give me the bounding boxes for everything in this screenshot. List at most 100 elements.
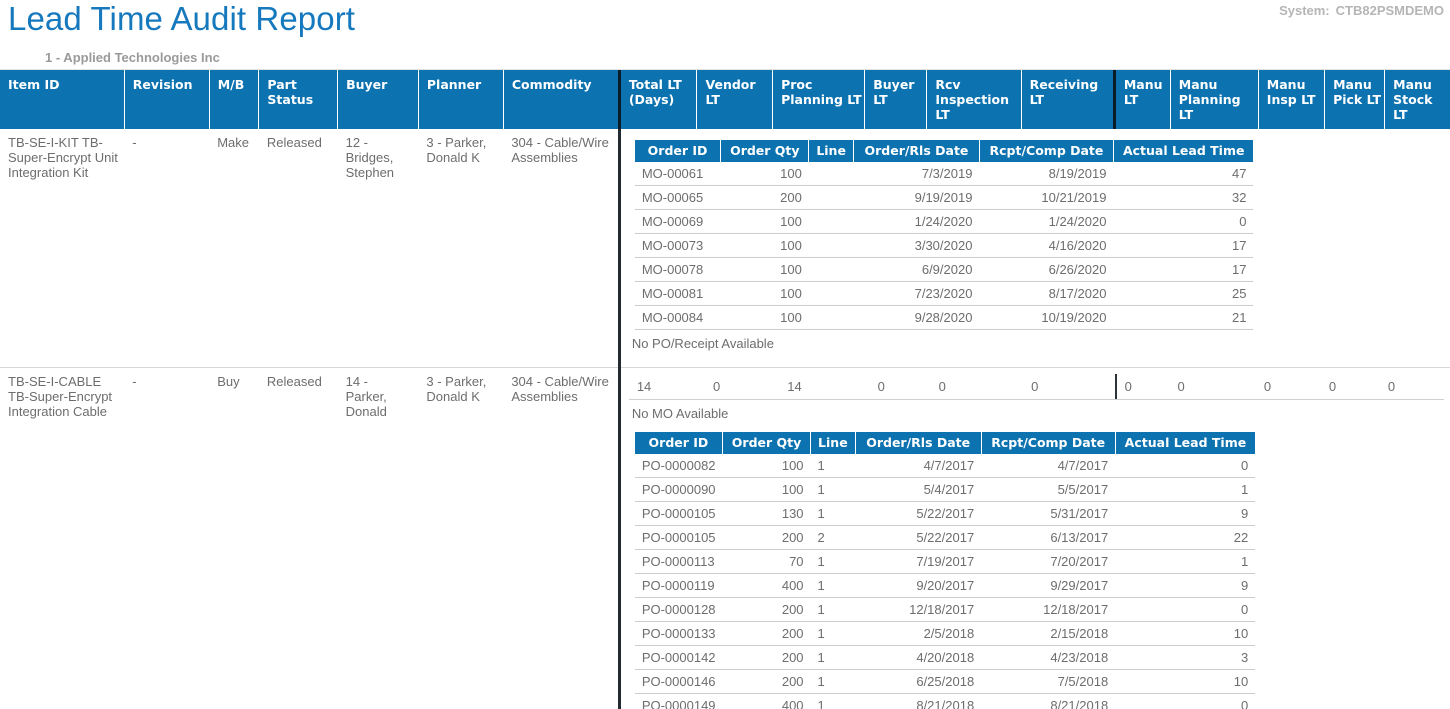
- column-header-part-status[interactable]: Part Status: [258, 70, 339, 129]
- cell-rcpt-date: 1/24/2020: [979, 209, 1114, 234]
- cell-rcpt-date: 7/20/2017: [981, 549, 1116, 574]
- cell-rcpt-date: 8/21/2018: [981, 693, 1116, 709]
- inner-column-header-order-rls-date[interactable]: Order/Rls Date: [853, 140, 980, 162]
- inner-column-header-order-id[interactable]: Order ID: [634, 140, 722, 162]
- column-header-manu-pick-lt[interactable]: Manu Pick LT: [1324, 70, 1386, 129]
- cell-rcpt-date: 10/19/2020: [979, 305, 1114, 330]
- column-header-planner[interactable]: Planner: [418, 70, 504, 129]
- cell-order-id: MO-00073: [634, 233, 721, 258]
- item-row[interactable]: TB-SE-I-KIT TB-Super-Encrypt Unit Integr…: [0, 129, 1450, 368]
- cell-line: 1: [810, 693, 856, 709]
- table-row[interactable]: PO-0000119 400 1 9/20/2017 9/29/2017 9: [634, 573, 1256, 598]
- column-header-rcv-inspection-lt[interactable]: Rcv Inspection LT: [926, 70, 1022, 129]
- cell-order-id: PO-0000119: [634, 573, 723, 598]
- inner-column-header-actual-lead-time[interactable]: Actual Lead Time: [1113, 140, 1254, 162]
- lt-value-7: 0: [1177, 379, 1185, 394]
- report-banner: Lead Time Audit Report 1 - Applied Techn…: [0, 0, 1450, 70]
- inner-column-header-order-qty[interactable]: Order Qty: [722, 432, 812, 454]
- cell-order-id: MO-00081: [634, 281, 721, 306]
- column-header-proc-planning-lt[interactable]: Proc Planning LT: [772, 70, 866, 129]
- cell-order-date: 7/19/2017: [855, 549, 982, 574]
- inner-column-header-line[interactable]: Line: [808, 140, 854, 162]
- column-header-revision[interactable]: Revision: [124, 70, 210, 129]
- lt-value-0: 14: [636, 379, 652, 394]
- cell-qty: 100: [720, 305, 809, 330]
- lt-value-1: 0: [713, 379, 721, 394]
- cell-qty: 400: [722, 693, 811, 709]
- cell-buyer: 12 - Bridges, Stephen: [337, 129, 419, 368]
- po-table-wrapper: Order ID Order Qty Line Order/Rls Date Rcpt/…: [629, 427, 1444, 709]
- column-header-manu-stock-lt[interactable]: Manu Stock LT: [1384, 70, 1450, 129]
- column-header-commodity[interactable]: Commodity: [503, 70, 620, 129]
- table-row[interactable]: MO-00073 100 3/30/2020 4/16/2020 17: [634, 233, 1254, 258]
- cell-order-date: 5/22/2017: [855, 525, 982, 550]
- table-row[interactable]: PO-0000082 100 1 4/7/2017 4/7/2017 0: [634, 454, 1256, 478]
- cell-make-buy: Make: [209, 129, 259, 368]
- table-row[interactable]: PO-0000149 400 1 8/21/2018 8/21/2018 0: [634, 693, 1256, 709]
- cell-order-id: MO-00061: [634, 162, 721, 186]
- lt-value-8: 0: [1263, 379, 1272, 394]
- table-row[interactable]: MO-00061 100 7/3/2019 8/19/2019 47: [634, 162, 1254, 186]
- table-row[interactable]: PO-0000128 200 1 12/18/2017 12/18/2017 0: [634, 597, 1256, 622]
- cell-order-date: 5/22/2017: [855, 501, 982, 526]
- table-row[interactable]: PO-0000142 200 1 4/20/2018 4/23/2018 3: [634, 645, 1256, 670]
- table-row[interactable]: PO-0000113 70 1 7/19/2017 7/20/2017 1: [634, 549, 1256, 574]
- table-row[interactable]: MO-00084 100 9/28/2020 10/19/2020 21: [634, 305, 1254, 330]
- column-header-buyer[interactable]: Buyer: [337, 70, 419, 129]
- inner-column-header-actual-lead-time[interactable]: Actual Lead Time: [1115, 432, 1256, 454]
- cell-order-id: PO-0000142: [634, 645, 723, 670]
- cell-lead-time: 3: [1115, 645, 1256, 670]
- column-header-buyer-lt[interactable]: Buyer LT: [864, 70, 928, 129]
- table-row[interactable]: PO-0000090 100 1 5/4/2017 5/5/2017 1: [634, 477, 1256, 502]
- inner-column-header-order-qty[interactable]: Order Qty: [720, 140, 810, 162]
- cell-line: [808, 257, 854, 282]
- lt-value-10: 0: [1387, 379, 1396, 394]
- inner-column-header-rcpt-comp-date[interactable]: Rcpt/Comp Date: [979, 140, 1114, 162]
- table-row[interactable]: MO-00081 100 7/23/2020 8/17/2020 25: [634, 281, 1254, 306]
- table-row[interactable]: PO-0000105 200 2 5/22/2017 6/13/2017 22: [634, 525, 1256, 550]
- cell-order-date: 8/21/2018: [855, 693, 982, 709]
- table-row[interactable]: PO-0000133 200 1 2/5/2018 2/15/2018 10: [634, 621, 1256, 646]
- cell-line: 1: [810, 597, 856, 622]
- lt-value-3: 0: [877, 379, 885, 394]
- column-header-manu-planning-lt[interactable]: Manu Planning LT: [1170, 70, 1259, 129]
- table-row[interactable]: MO-00078 100 6/9/2020 6/26/2020 17: [634, 257, 1254, 282]
- cell-revision: -: [124, 129, 210, 368]
- column-header-receiving-lt[interactable]: Receiving LT: [1021, 70, 1115, 129]
- table-header-row: Item ID Revision M/B Part Status Buyer Planne…: [0, 70, 1450, 129]
- cell-lead-time: 10: [1115, 621, 1256, 646]
- cell-qty: 200: [722, 645, 811, 670]
- cell-order-date: 5/4/2017: [855, 477, 982, 502]
- cell-line: 2: [810, 525, 856, 550]
- lead-time-values-row: 14 0 14 0 0 0 0 0 0 0 0: [628, 374, 1444, 400]
- item-row[interactable]: TB-SE-I-CABLE TB-Super-Encrypt Integrati…: [0, 367, 1450, 709]
- table-body: TB-SE-I-KIT TB-Super-Encrypt Unit Integr…: [0, 129, 1450, 709]
- table-row[interactable]: PO-0000146 200 1 6/25/2018 7/5/2018 10: [634, 669, 1256, 694]
- cell-rcpt-date: 7/5/2018: [981, 669, 1116, 694]
- column-header-manu-lt[interactable]: Manu LT: [1112, 70, 1171, 129]
- inner-column-header-line[interactable]: Line: [810, 432, 856, 454]
- inner-column-header-rcpt-comp-date[interactable]: Rcpt/Comp Date: [981, 432, 1116, 454]
- lead-time-detail-cell: Order ID Order Qty Line Order/Rls Date Rcpt/…: [617, 129, 1450, 368]
- cell-order-id: PO-0000105: [634, 525, 723, 550]
- cell-lead-time: 17: [1113, 233, 1254, 258]
- cell-order-date: 7/23/2020: [853, 281, 980, 306]
- column-header-item-id[interactable]: Item ID: [0, 70, 125, 129]
- cell-rcpt-date: 4/23/2018: [981, 645, 1116, 670]
- cell-make-buy: Buy: [209, 367, 259, 709]
- cell-rcpt-date: 6/13/2017: [981, 525, 1116, 550]
- column-header-vendor-lt[interactable]: Vendor LT: [696, 70, 774, 129]
- column-header-total-lt-days[interactable]: Total LT (Days): [617, 70, 698, 129]
- table-row[interactable]: MO-00065 200 9/19/2019 10/21/2019 32: [634, 185, 1254, 210]
- column-header-manu-insp-lt[interactable]: Manu Insp LT: [1258, 70, 1326, 129]
- table-row[interactable]: PO-0000105 130 1 5/22/2017 5/31/2017 9: [634, 501, 1256, 526]
- cell-revision: -: [124, 367, 210, 709]
- cell-qty: 200: [722, 669, 811, 694]
- inner-column-header-order-rls-date[interactable]: Order/Rls Date: [855, 432, 982, 454]
- lt-value-9: 0: [1328, 379, 1337, 394]
- column-header-m-b[interactable]: M/B: [209, 70, 260, 129]
- inner-column-header-order-id[interactable]: Order ID: [634, 432, 724, 454]
- mo-orders-table: Order ID Order Qty Line Order/Rls Date Rcpt/…: [634, 140, 1254, 330]
- table-row[interactable]: MO-00069 100 1/24/2020 1/24/2020 0: [634, 209, 1254, 234]
- cell-lead-time: 1: [1115, 477, 1256, 502]
